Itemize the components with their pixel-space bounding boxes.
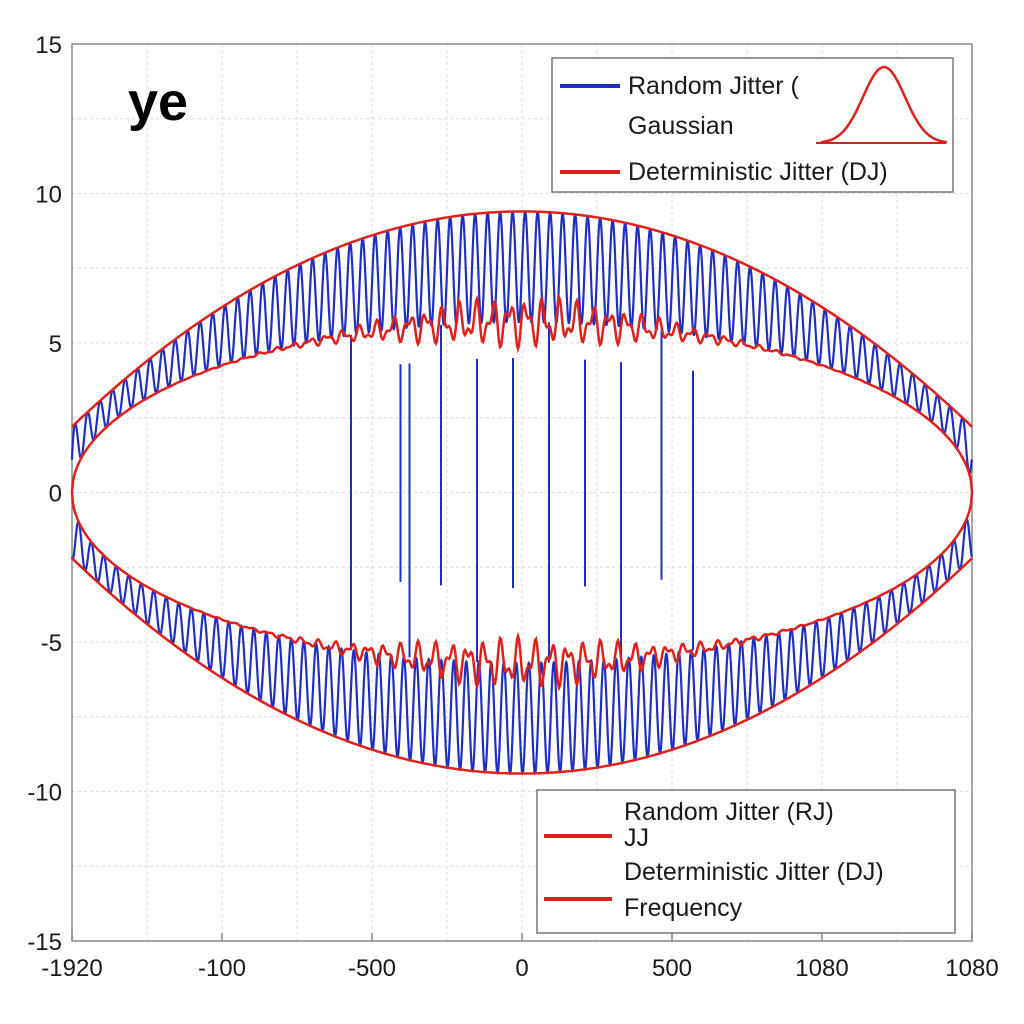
x-tick-label: 1080 — [945, 955, 998, 982]
legend-top-box — [551, 57, 954, 193]
x-tick-label: 1080 — [795, 955, 848, 982]
x-tick-label: 0 — [515, 955, 528, 982]
y-tick-label: 10 — [35, 182, 62, 209]
y-tick-labels: 15 10 5 0 -5 -10 -15 — [27, 32, 62, 956]
legend-top: Random Jitter ( Gaussian Deterministic J… — [551, 57, 954, 193]
legend-bottom-label-3: Frequency — [624, 894, 743, 922]
y-tick-label: -10 — [27, 780, 62, 807]
series-red-inner-lower — [70, 492, 974, 692]
panel-label: ye — [128, 72, 188, 132]
legend-bottom-label-2: Deterministic Jitter (DJ) — [624, 858, 884, 886]
y-tick-label: -15 — [27, 929, 62, 956]
x-tick-label: 500 — [652, 955, 692, 982]
x-tick-label: -1920 — [41, 955, 102, 982]
series-layer — [70, 210, 974, 776]
legend-bottom-box — [536, 789, 956, 934]
legend-top-label-2: Deterministic Jitter (DJ) — [628, 158, 888, 186]
legend-top-label-1: Gaussian — [628, 112, 734, 140]
x-tick-label: -500 — [348, 955, 396, 982]
legend-bottom-label-0: Random Jitter (RJ) — [624, 798, 834, 826]
series-red-outer-lower — [71, 557, 973, 775]
series-red-outer-upper — [71, 210, 973, 428]
x-tick-labels: -1920 -100 -500 0 500 1080 1080 — [41, 933, 999, 982]
legend-bottom-label-1: JJ — [624, 824, 649, 852]
legend-bottom: Random Jitter (RJ) JJ Deterministic Jitt… — [536, 789, 956, 934]
y-tick-label: 0 — [49, 481, 62, 508]
series-blue-upper — [70, 210, 974, 475]
legend-top-label-0: Random Jitter ( — [628, 72, 800, 100]
y-tick-label: -5 — [41, 630, 62, 657]
gaussian-curve-icon — [816, 65, 948, 144]
x-tick-label: -100 — [198, 955, 246, 982]
y-tick-label: 5 — [49, 331, 62, 358]
series-red-inner-upper — [70, 293, 974, 493]
y-tick-label: 15 — [35, 32, 62, 59]
